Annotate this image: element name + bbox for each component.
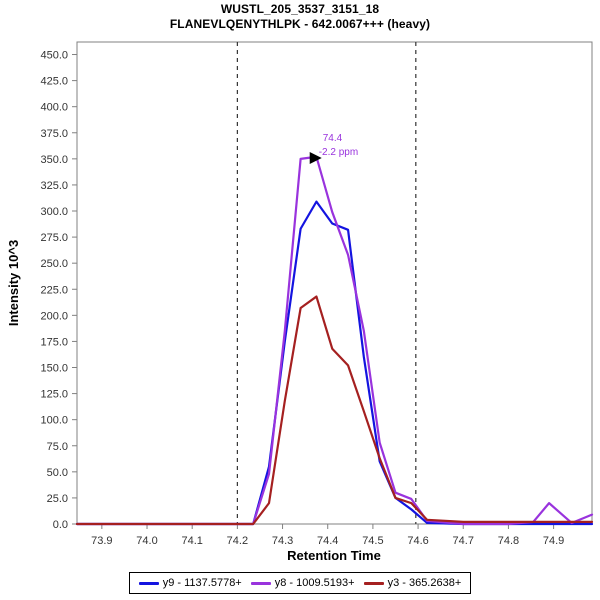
y-tick-label: 450.0 bbox=[40, 50, 68, 62]
y-tick-label: 425.0 bbox=[40, 76, 68, 88]
plot-frame bbox=[76, 41, 593, 525]
legend-item-label: y8 - 1009.5193+ bbox=[274, 577, 355, 589]
y-axis-ticks: 0.0 25.0 50.0 75.0 100.0 125.0 150.0 175.0 200.0… bbox=[40, 50, 77, 531]
y-tick-label: 300.0 bbox=[40, 206, 68, 218]
y-tick-label: 250.0 bbox=[40, 258, 68, 270]
x-tick-label: 74.8 bbox=[498, 535, 519, 547]
legend-item[interactable]: y3 - 365.2638+ bbox=[363, 577, 462, 589]
plot-area-border bbox=[76, 41, 593, 525]
y-tick-label: 25.0 bbox=[47, 493, 68, 505]
x-axis-ticks: 73.9 74.0 74.1 74.2 74.3 74.4 74.5 74.6 74.7 74.8… bbox=[91, 524, 564, 547]
x-tick-label: 74.1 bbox=[181, 535, 202, 547]
y-tick-label: 325.0 bbox=[40, 180, 68, 192]
y-tick-label: 75.0 bbox=[47, 441, 68, 453]
y-tick-label: 125.0 bbox=[40, 389, 68, 401]
integration-boundary-lines[interactable] bbox=[236, 42, 417, 524]
x-tick-label: 74.9 bbox=[543, 535, 564, 547]
y-axis-title: Intensity 10^3 bbox=[6, 240, 21, 326]
y-tick-label: 0.0 bbox=[53, 519, 68, 531]
page-title: WUSTL_205_3537_3151_18 bbox=[220, 2, 380, 16]
x-tick-label: 74.2 bbox=[227, 535, 248, 547]
y-tick-label: 200.0 bbox=[40, 310, 68, 322]
series-traces[interactable] bbox=[75, 155, 594, 526]
annotation-mass-error: -2.2 ppm bbox=[319, 147, 358, 158]
y-tick-label: 375.0 bbox=[40, 128, 68, 140]
chart-title-block: WUSTL_205_3537_3151_18 FLANEVLQENYTHLPK … bbox=[0, 2, 600, 32]
legend-item[interactable]: y8 - 1009.5193+ bbox=[250, 577, 355, 589]
y-tick-label: 400.0 bbox=[40, 102, 68, 114]
annotation-retention-time: 74.4 bbox=[323, 133, 343, 144]
y-tick-label: 350.0 bbox=[40, 154, 68, 166]
legend-color-swatch bbox=[250, 581, 271, 585]
x-axis-title: Retention Time bbox=[287, 548, 381, 563]
y-tick-label: 275.0 bbox=[40, 232, 68, 244]
y-tick-label: 175.0 bbox=[40, 336, 68, 348]
legend-color-swatch bbox=[363, 581, 384, 585]
legend-item-label: y9 - 1137.5778+ bbox=[162, 577, 242, 589]
legend[interactable]: y9 - 1137.5778+ y8 - 1009.5193+ y3 - 365.2… bbox=[129, 572, 471, 594]
legend-color-swatch bbox=[138, 581, 159, 585]
x-tick-label: 73.9 bbox=[91, 535, 112, 547]
y-tick-label: 150.0 bbox=[40, 363, 68, 375]
x-tick-label: 74.6 bbox=[407, 535, 428, 547]
legend-item[interactable]: y9 - 1137.5778+ bbox=[138, 577, 242, 589]
retention-time-marker-triangle bbox=[309, 152, 322, 164]
x-tick-label: 74.7 bbox=[453, 535, 474, 547]
x-tick-label: 74.0 bbox=[136, 535, 157, 547]
x-tick-label: 74.4 bbox=[317, 535, 338, 547]
x-tick-label: 74.5 bbox=[362, 535, 383, 547]
x-tick-label: 74.3 bbox=[272, 535, 293, 547]
series-trace[interactable] bbox=[75, 295, 594, 526]
y-tick-label: 100.0 bbox=[40, 415, 68, 427]
y-tick-label: 50.0 bbox=[47, 467, 68, 479]
peptide-subtitle: FLANEVLQENYTHLPK - 642.0067+++ (heavy) bbox=[169, 17, 431, 31]
legend-item-label: y3 - 365.2638+ bbox=[387, 577, 462, 589]
peak-annotation: 74.4 -2.2 ppm bbox=[309, 133, 358, 164]
y-tick-label: 225.0 bbox=[40, 284, 68, 296]
